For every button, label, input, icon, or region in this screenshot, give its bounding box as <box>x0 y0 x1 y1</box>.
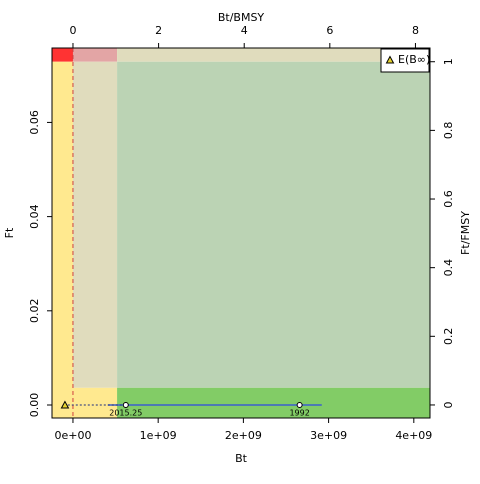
y2-axis-label: Ft/FMSY <box>459 211 472 255</box>
y2-tick-label: 0.6 <box>442 190 455 208</box>
point <box>122 402 129 409</box>
zone <box>117 48 430 62</box>
x2-tick-label: 0 <box>69 24 76 37</box>
point-label: 2015.25 <box>109 409 142 418</box>
x-tick-label: 3e+09 <box>310 429 347 442</box>
x-tick-label: 2e+09 <box>225 429 262 442</box>
y2-tick-label: 1 <box>442 58 455 65</box>
x2-tick-label: 8 <box>412 24 419 37</box>
y2-tick-label: 0.2 <box>442 328 455 346</box>
point <box>296 402 303 409</box>
y-tick-label: 0.02 <box>28 299 41 324</box>
x-tick-label: 4e+09 <box>395 429 432 442</box>
zone <box>52 61 73 419</box>
y-tick-label: 0.06 <box>28 110 41 135</box>
zone <box>72 48 118 62</box>
point-label: 1992 <box>289 409 309 418</box>
zone <box>52 48 73 62</box>
y2-tick-label: 0.4 <box>442 259 455 277</box>
legend-box <box>380 48 430 73</box>
y-tick-label: 0.00 <box>28 393 41 418</box>
legend-label: E(B∞) <box>398 53 430 66</box>
x2-axis-label: Bt/BMSY <box>218 11 265 24</box>
zone <box>72 61 118 388</box>
y2-tick-label: 0 <box>442 401 455 408</box>
x-tick-label: 0e+00 <box>54 429 91 442</box>
legend-marker <box>385 55 395 64</box>
zone <box>117 61 430 388</box>
y-axis-label: Ft <box>3 227 16 238</box>
x-axis-label: Bt <box>235 452 248 465</box>
projection-point <box>60 400 70 409</box>
x2-tick-label: 2 <box>155 24 162 37</box>
x-tick-label: 1e+09 <box>140 429 177 442</box>
x2-tick-label: 6 <box>326 24 333 37</box>
zone <box>72 387 118 418</box>
y-tick-label: 0.04 <box>28 204 41 229</box>
y2-tick-label: 0.8 <box>442 122 455 140</box>
zone <box>117 387 430 418</box>
plot-frame <box>51 47 431 419</box>
x2-tick-label: 4 <box>241 24 248 37</box>
